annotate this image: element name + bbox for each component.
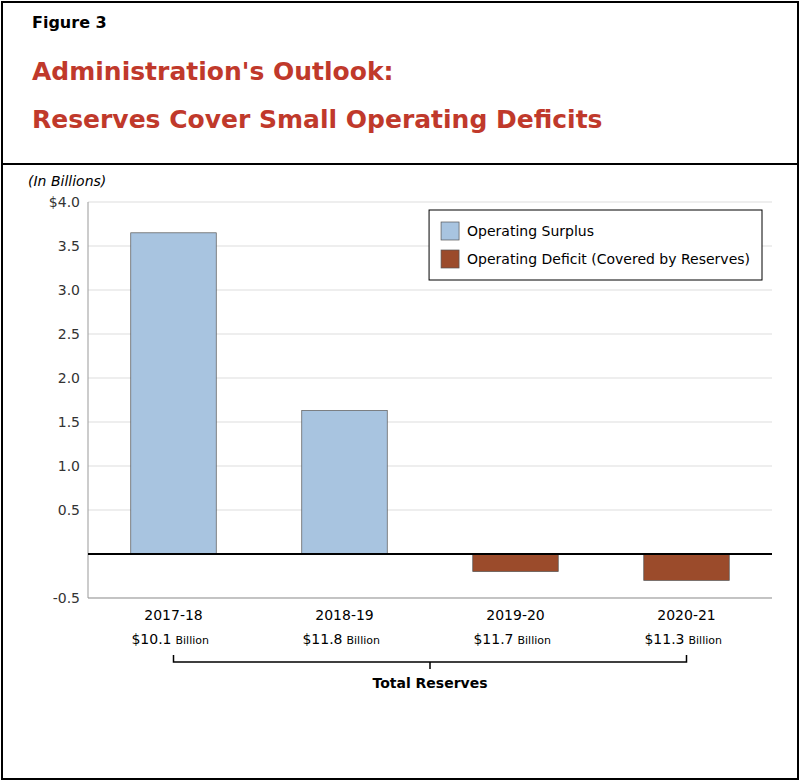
reserve-amount: $11.8 — [302, 631, 342, 647]
bar — [131, 233, 217, 554]
legend-frame — [429, 210, 762, 280]
bar — [302, 411, 388, 554]
y-tick-label: $4.0 — [49, 194, 80, 210]
bracket — [174, 655, 687, 669]
x-tick-label: 2019-20 — [486, 607, 545, 623]
bars — [131, 233, 730, 581]
bracket-line — [174, 655, 687, 669]
y-axis-line — [88, 202, 89, 598]
legend: Operating Surplus Operating Deficit (Cove… — [429, 210, 762, 280]
x-tick-label: 2018-19 — [315, 607, 374, 623]
legend-swatch — [441, 222, 459, 240]
y-tick-label: 3.5 — [58, 238, 80, 254]
reserve-unit: Billion — [176, 634, 210, 647]
total-reserves-label: Total Reserves — [372, 675, 487, 691]
outer-border — [2, 2, 798, 779]
x-tick-label: 2017-18 — [144, 607, 203, 623]
subtitle: (In Billions) — [28, 173, 106, 189]
y-tick-label: 2.0 — [58, 370, 80, 386]
bar — [473, 554, 559, 572]
legend-label: Operating Deficit (Covered by Reserves) — [467, 251, 750, 267]
title: Administration's Outlook: — [32, 57, 394, 86]
grid-line — [88, 554, 772, 555]
grid-line — [88, 598, 772, 599]
y-tick-label: 3.0 — [58, 282, 80, 298]
x-axis-line — [88, 598, 772, 599]
legend-label: Operating Surplus — [467, 223, 594, 239]
header-divider — [2, 163, 798, 165]
bar — [644, 554, 730, 580]
reserve-amount: $10.1 — [131, 631, 171, 647]
grid-line — [88, 202, 772, 203]
y-tick-label: 0.5 — [58, 502, 80, 518]
y-ticks: -0.5 0.5 1.0 1.5 2.0 2.5 3.0 3.5 $4.0 — [49, 194, 80, 606]
reserve-unit: Billion — [518, 634, 552, 647]
y-tick-label: 2.5 — [58, 326, 80, 342]
figure-label: Figure 3 — [32, 13, 107, 32]
reserve-unit: Billion — [347, 634, 381, 647]
zero-line — [88, 553, 772, 555]
chart-root: Figure 3 Administration's Outlook: Reserve… — [0, 0, 800, 781]
y-tick-label: -0.5 — [53, 590, 80, 606]
title: Reserves Cover Small Operating Deficits — [32, 105, 602, 134]
x-tick-label: 2020-21 — [657, 607, 716, 623]
y-tick-label: 1.0 — [58, 458, 80, 474]
reserve-amount: $11.7 — [473, 631, 513, 647]
legend-swatch — [441, 250, 459, 268]
reserve-amount: $11.3 — [644, 631, 684, 647]
x-labels: 2017-18 2018-19 2019-20 2020-21 $10.1 Billion… — [131, 607, 722, 647]
grid — [88, 202, 772, 598]
reserve-unit: Billion — [689, 634, 723, 647]
y-tick-label: 1.5 — [58, 414, 80, 430]
